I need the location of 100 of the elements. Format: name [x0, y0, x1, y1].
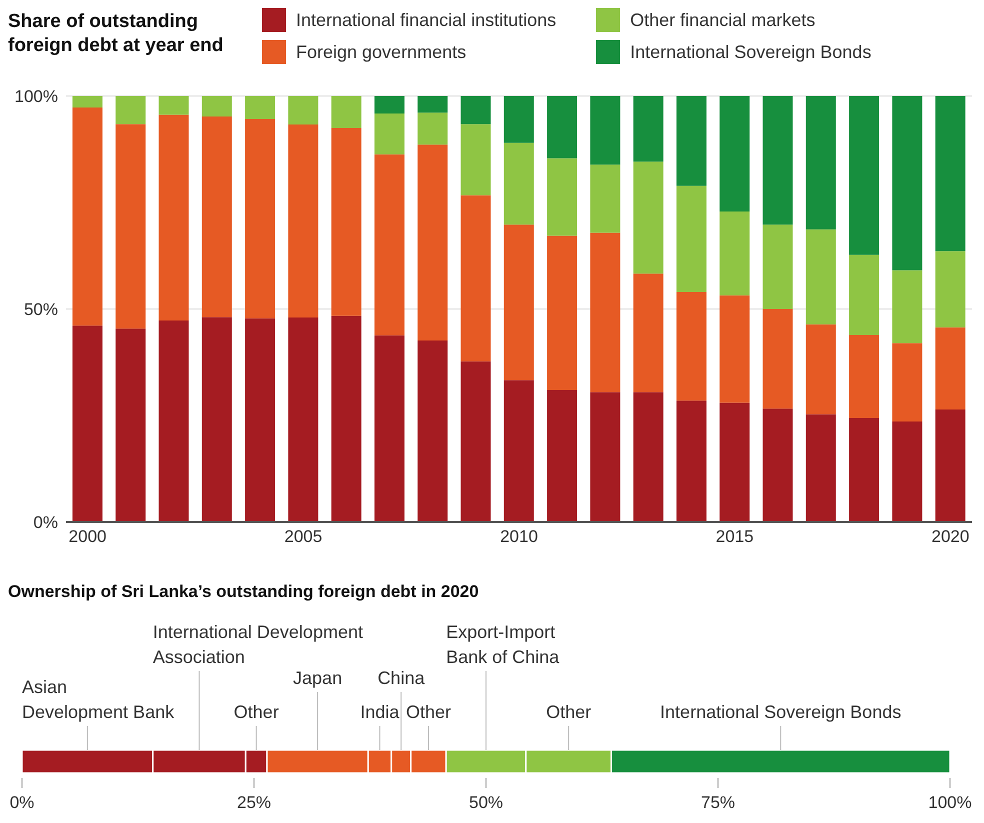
bar [849, 334, 880, 418]
bar [504, 96, 534, 143]
bar [676, 292, 706, 401]
y-tick-label: 100% [14, 87, 58, 106]
bar [547, 236, 578, 390]
bar [158, 320, 189, 522]
bar [418, 112, 448, 145]
bar [935, 96, 966, 252]
legend-label: Other financial markets [630, 10, 816, 30]
bar [806, 96, 836, 230]
bar [72, 108, 102, 326]
legend-label: International Sovereign Bonds [630, 42, 872, 62]
bar [331, 128, 362, 316]
bar [504, 142, 534, 225]
bar [374, 154, 404, 336]
bar [720, 402, 750, 522]
bar [158, 96, 189, 115]
y-tick-label: 50% [24, 300, 58, 320]
bar [116, 96, 146, 124]
x-tick-label: 2020 [932, 527, 970, 546]
bar [418, 340, 448, 522]
bar [590, 392, 620, 522]
y-tick-label: 0% [33, 513, 58, 532]
bar [935, 410, 966, 522]
bar [202, 96, 232, 116]
bar [590, 232, 620, 392]
bar [418, 144, 448, 341]
bar [590, 164, 620, 233]
series-label: Other [234, 702, 279, 722]
bar [245, 119, 276, 318]
x-tick-label: 75% [700, 793, 736, 812]
bar [720, 295, 750, 403]
bar [633, 392, 664, 522]
series-label: Other [546, 702, 592, 722]
bar [892, 343, 922, 422]
bar [72, 326, 102, 522]
x-tick-label: 100% [928, 793, 972, 812]
bar [590, 96, 620, 165]
bar [460, 195, 491, 362]
bar [676, 96, 706, 186]
bar [331, 96, 362, 128]
text: International Development Association [152, 622, 363, 667]
bar [504, 380, 534, 522]
series-label: India [360, 702, 400, 722]
bar [633, 96, 664, 162]
bar [633, 274, 664, 392]
bar [245, 318, 276, 522]
bar [633, 162, 664, 274]
chart-title: Ownership of Sri Lanka’s outstanding foreign debt in 2020 [8, 582, 480, 602]
x-tick-label: 2005 [284, 527, 322, 546]
legend-label: Foreign governments [296, 42, 466, 62]
bar [892, 270, 922, 344]
bar [849, 254, 880, 335]
bar [245, 96, 276, 120]
bar [892, 96, 922, 270]
bar [892, 421, 922, 522]
bar [806, 324, 836, 414]
bar [547, 96, 578, 158]
bar [849, 96, 880, 255]
bar [72, 96, 102, 108]
bar [676, 400, 706, 522]
chart-title: Share of outstanding foreign debt at year end [8, 10, 224, 58]
bar [374, 113, 404, 154]
x-tick-label: 0% [10, 793, 34, 812]
bar [935, 327, 966, 410]
text: Export-Import Bank of China [446, 622, 560, 667]
bar [720, 211, 750, 296]
text: China [378, 668, 426, 688]
x-tick-label: 2010 [500, 527, 538, 546]
bar [806, 229, 836, 324]
bar [202, 317, 232, 522]
bar [676, 186, 706, 292]
x-tick-label: 2000 [68, 527, 106, 546]
bar [418, 96, 448, 113]
bar [116, 124, 146, 329]
bar [460, 96, 491, 124]
bar [374, 335, 404, 522]
bar [935, 251, 966, 328]
bar [849, 418, 880, 522]
bar [806, 414, 836, 522]
text: Japan [293, 668, 342, 688]
x-tick-label: 25% [236, 793, 272, 812]
legend-label: International financial institutions [296, 10, 556, 30]
bar [460, 361, 491, 522]
bar [158, 114, 189, 320]
bar [720, 96, 750, 212]
bar [460, 124, 491, 196]
bar [116, 328, 146, 522]
bar [762, 96, 793, 225]
bar [374, 96, 404, 114]
x-tick-label: 50% [468, 793, 504, 812]
series-label: Asian Development Bank [22, 677, 176, 722]
bar [331, 316, 362, 522]
bar [288, 96, 318, 125]
bar [762, 309, 793, 409]
bar [288, 124, 318, 318]
bar [288, 318, 318, 522]
x-tick-label: 2015 [716, 527, 754, 546]
bar [762, 224, 793, 309]
series-label: International Sovereign Bonds [660, 702, 902, 722]
